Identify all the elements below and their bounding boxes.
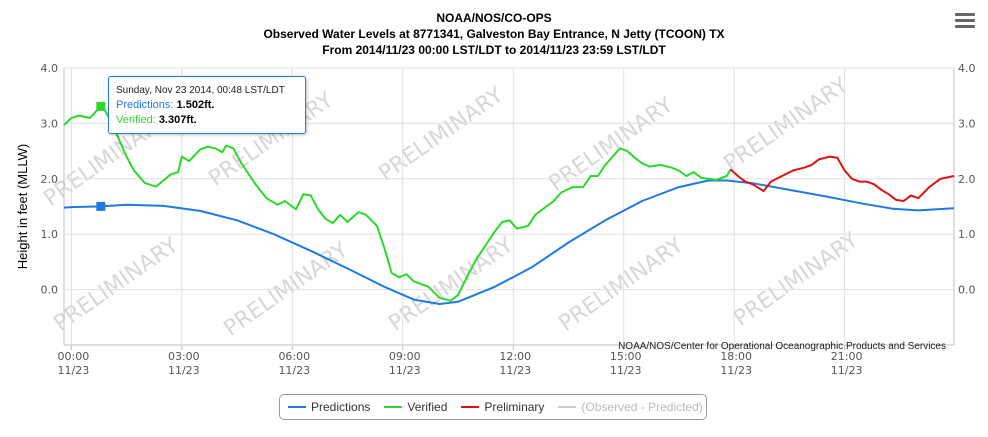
- hover-marker-predictions: [96, 201, 106, 211]
- x-tick-label-time: 06:00: [278, 350, 310, 363]
- legend-item-observed-minus-predicted[interactable]: (Observed - Predicted): [558, 400, 703, 414]
- x-tick-label-date: 11/23: [278, 364, 310, 377]
- chart-legend: Predictions Verified Preliminary (Observ…: [279, 394, 707, 420]
- watermark-text: PRELIMINARY: [545, 92, 679, 196]
- title-range: From 2014/11/23 00:00 LST/LDT to 2014/11…: [322, 43, 666, 57]
- legend-label-observed-minus-predicted: (Observed - Predicted): [581, 400, 703, 414]
- x-tick-label-time: 09:00: [389, 350, 421, 363]
- title-agency: NOAA/NOS/CO-OPS: [436, 11, 552, 25]
- y-tick-label-left: 2.0: [41, 173, 59, 186]
- y-tick-label-left: 1.0: [41, 228, 59, 241]
- grid-lines: [63, 67, 955, 350]
- watermark-text: PRELIMINARY: [50, 232, 184, 336]
- x-tick-label-time: 03:00: [168, 350, 200, 363]
- series-line-verified: [63, 105, 732, 302]
- series-layer: [63, 105, 955, 305]
- legend-swatch-observed-minus-predicted: [558, 406, 577, 408]
- x-tick-label-time: 18:00: [720, 350, 752, 363]
- tooltip: Sunday, Nov 23 2014, 00:48 LST/LDT Predi…: [108, 76, 306, 134]
- legend-swatch-preliminary: [461, 406, 480, 408]
- legend-label-predictions: Predictions: [311, 400, 371, 414]
- x-tick-label-date: 11/23: [831, 364, 863, 377]
- x-tick-label-date: 11/23: [720, 364, 752, 377]
- chart-title: NOAA/NOS/CO-OPS Observed Water Levels at…: [0, 10, 988, 58]
- y-tick-label-right: 4.0: [958, 62, 976, 75]
- x-tick-label-time: 12:00: [499, 350, 531, 363]
- x-tick-label-time: 15:00: [610, 350, 642, 363]
- legend-item-preliminary[interactable]: Preliminary: [461, 400, 544, 414]
- y-tick-label-left: 4.0: [41, 62, 59, 75]
- title-station: Observed Water Levels at 8771341, Galves…: [263, 27, 725, 41]
- legend-item-predictions[interactable]: Predictions: [288, 400, 370, 414]
- y-tick-label-right: 2.0: [958, 173, 976, 186]
- tooltip-verified-value: 3.307ft.: [158, 114, 197, 126]
- legend-swatch-predictions: [288, 406, 306, 408]
- y-tick-label-left: 0.0: [41, 284, 59, 297]
- credit-text: NOAA/NOS/Center for Operational Oceanogr…: [618, 341, 946, 352]
- axes: 0.0 0.01.0 1.02.0 2.03.0 3.04.0 4.000:0011/23…: [15, 62, 976, 377]
- y-tick-label-left: 3.0: [41, 117, 59, 130]
- watermark-text: PRELIMINARY: [555, 232, 689, 336]
- y-tick-label-right: 0.0: [958, 284, 976, 297]
- tooltip-predictions-row: Predictions: 1.502ft.: [116, 98, 298, 113]
- watermark-text: PRELIMINARY: [730, 227, 864, 331]
- x-tick-label-time: 00:00: [58, 350, 90, 363]
- x-tick-label-date: 11/23: [610, 364, 642, 377]
- legend-item-verified[interactable]: Verified: [384, 400, 447, 414]
- legend-swatch-verified: [384, 406, 403, 408]
- y-tick-label-right: 3.0: [958, 117, 976, 130]
- watermark-text: PRELIMINARY: [375, 82, 509, 186]
- hover-marker-verified: [96, 101, 106, 111]
- x-tick-label-date: 11/23: [499, 364, 531, 377]
- legend-label-preliminary: Preliminary: [484, 400, 545, 414]
- hover-markers: [96, 101, 106, 211]
- y-tick-label-right: 1.0: [958, 228, 976, 241]
- x-tick-label-date: 11/23: [168, 364, 200, 377]
- tooltip-predictions-value: 1.502ft.: [176, 99, 215, 111]
- hamburger-menu-icon[interactable]: [955, 13, 975, 29]
- tooltip-predictions-label: Predictions:: [116, 99, 174, 111]
- x-tick-label-date: 11/23: [58, 364, 90, 377]
- y-axis-label: Height in feet (MLLW): [15, 144, 30, 269]
- legend-label-verified: Verified: [407, 400, 448, 414]
- tooltip-header: Sunday, Nov 23 2014, 00:48 LST/LDT: [116, 85, 285, 96]
- tooltip-verified-label: Verified:: [116, 114, 156, 126]
- series-line-predictions: [63, 179, 955, 305]
- tooltip-verified-row: Verified: 3.307ft.: [116, 113, 298, 128]
- watermark-text: PRELIMINARY: [720, 72, 854, 176]
- series-line-preliminary: [729, 155, 955, 202]
- x-tick-label-date: 11/23: [389, 364, 421, 377]
- x-tick-label-time: 21:00: [831, 350, 863, 363]
